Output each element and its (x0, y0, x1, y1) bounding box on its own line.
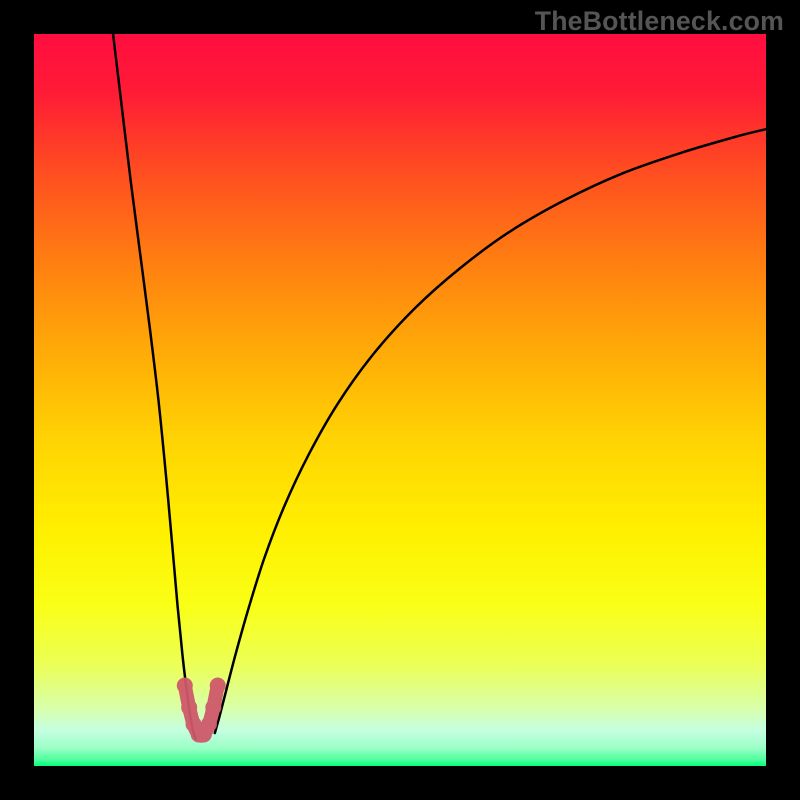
optimum-marker-dot (210, 677, 226, 693)
chart-canvas (0, 0, 800, 800)
optimum-marker-dot (201, 716, 217, 732)
optimum-marker-dot (181, 699, 197, 715)
optimum-marker-dot (205, 699, 221, 715)
plot-background (34, 34, 766, 766)
optimum-marker-dot (177, 677, 193, 693)
watermark-text: TheBottleneck.com (535, 6, 784, 37)
